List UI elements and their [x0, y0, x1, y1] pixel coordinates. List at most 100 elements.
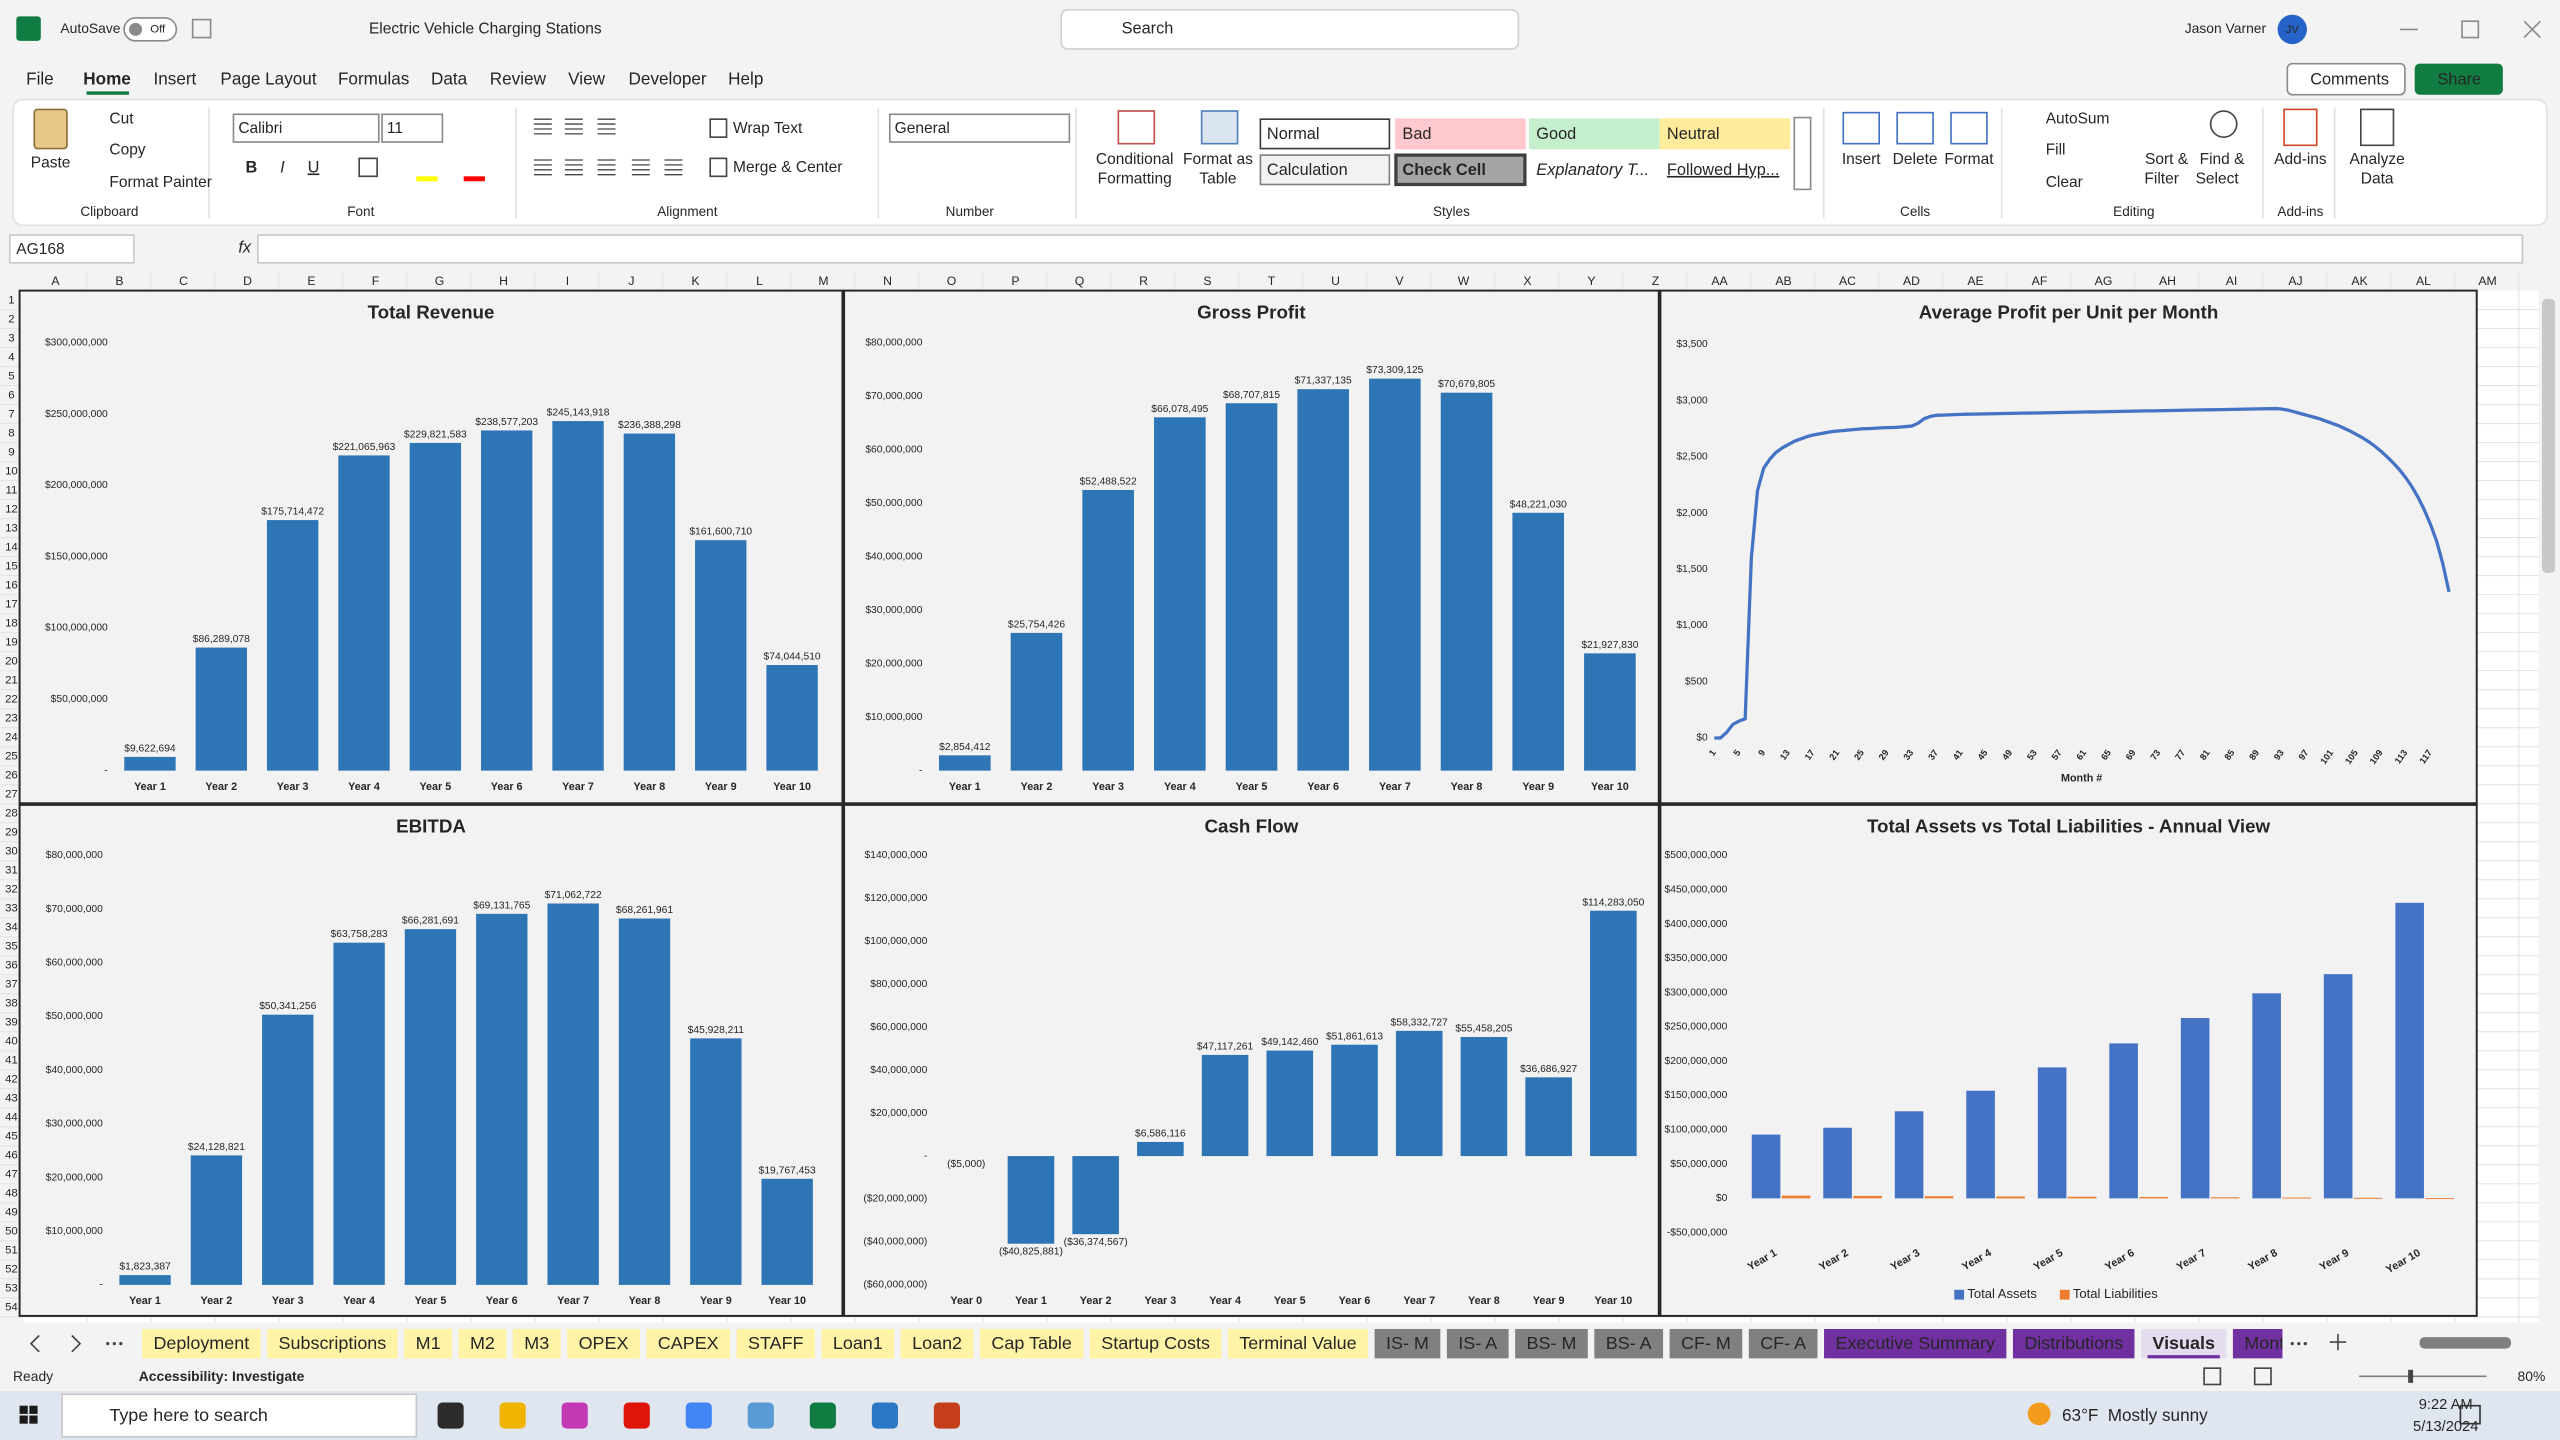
sort-label[interactable]: Filter	[2144, 171, 2178, 188]
analyze-icon[interactable]	[2360, 108, 2395, 147]
tab-next[interactable]	[71, 1334, 82, 1353]
sheet-tab-label[interactable]: IS- A	[1458, 1333, 1497, 1353]
search-box[interactable]	[1060, 8, 1520, 50]
cell-style[interactable]	[1259, 154, 1391, 186]
sheet-tab[interactable]	[567, 1328, 640, 1359]
cell-style-label[interactable]: Followed Hyp...	[1667, 161, 1779, 179]
accessibility-status[interactable]: Accessibility: Investigate	[139, 1368, 305, 1384]
sheet-tab[interactable]	[1824, 1328, 2007, 1359]
cell-style[interactable]	[1528, 118, 1660, 150]
addins-icon[interactable]	[2283, 108, 2318, 147]
sheet-tab-label[interactable]: Loan1	[833, 1333, 883, 1353]
menu-item[interactable]: Help	[728, 69, 763, 89]
share-button[interactable]	[2414, 63, 2503, 95]
sheet-tab[interactable]	[2012, 1328, 2135, 1359]
analyze-label[interactable]: Data	[2361, 171, 2394, 188]
sheet-tab[interactable]	[267, 1328, 398, 1359]
start-button[interactable]	[19, 1405, 28, 1414]
taskbar-app[interactable]	[809, 1402, 836, 1429]
conditional-icon[interactable]	[1117, 110, 1156, 145]
cell-style[interactable]	[1659, 154, 1791, 186]
taskbar-search-text[interactable]: Type here to search	[109, 1405, 268, 1425]
autosum-icon-label[interactable]: AutoSum	[2046, 110, 2110, 127]
menu-item[interactable]: File	[26, 69, 54, 89]
zoom-level[interactable]: 80%	[2518, 1368, 2546, 1384]
styles-scroll[interactable]	[1793, 116, 1812, 191]
sheet-tab-label[interactable]: OPEX	[579, 1333, 629, 1353]
name-box[interactable]	[8, 234, 135, 264]
taskbar-app[interactable]	[747, 1402, 774, 1429]
cells-button[interactable]: Delete	[1893, 151, 1938, 168]
sheet-tab-label[interactable]: CF- A	[1760, 1333, 1806, 1353]
taskbar-app[interactable]	[685, 1402, 712, 1429]
taskbar-app[interactable]	[561, 1402, 588, 1429]
sheet-tab-label[interactable]: IS- M	[1386, 1333, 1429, 1353]
addins-button[interactable]: Add-ins	[2274, 151, 2327, 168]
paste-label[interactable]: Paste	[31, 154, 71, 171]
sheet-tab[interactable]	[646, 1328, 731, 1359]
sheet-tab-label[interactable]: M1	[416, 1333, 441, 1353]
font-style-button[interactable]: B	[246, 158, 258, 176]
sheet-tab-label[interactable]: CAPEX	[658, 1333, 719, 1353]
sheet-tab-label[interactable]: Cap Table	[991, 1333, 1071, 1353]
font-style-button[interactable]: I	[280, 158, 285, 176]
sheet-tab-label[interactable]: BS- A	[1606, 1333, 1652, 1353]
taskbar-app[interactable]	[933, 1402, 960, 1429]
cells-button[interactable]: Insert	[1842, 151, 1881, 168]
sheet-tab[interactable]	[404, 1328, 453, 1359]
cell-style-label[interactable]: Explanatory T...	[1536, 161, 1649, 179]
sheet-tab[interactable]	[736, 1328, 815, 1359]
cell-style[interactable]	[1395, 118, 1526, 150]
sheet-tab-label[interactable]: Subscriptions	[279, 1333, 387, 1353]
cells-button[interactable]: Format	[1944, 151, 1994, 168]
sheet-tab-label[interactable]: STAFF	[748, 1333, 804, 1353]
sheet-tab[interactable]	[1374, 1328, 1441, 1359]
font-color-bar[interactable]	[463, 176, 485, 182]
merge-label[interactable]: Merge & Center	[733, 159, 842, 176]
number-format-box[interactable]	[888, 113, 1071, 143]
cell-style-label[interactable]: Neutral	[1667, 125, 1720, 143]
format-table-label[interactable]: Table	[1199, 171, 1236, 188]
scroll-thumb[interactable]	[2542, 298, 2556, 574]
sheet-tab[interactable]	[458, 1328, 507, 1359]
taskbar-search[interactable]	[61, 1393, 418, 1438]
menu-item[interactable]: Formulas	[338, 69, 409, 89]
sheet-tab[interactable]	[1748, 1328, 1818, 1359]
sheet-tab[interactable]	[2141, 1328, 2227, 1359]
number-format[interactable]: General	[895, 120, 950, 137]
font-size[interactable]: 11	[387, 120, 403, 137]
sheet-tab[interactable]	[900, 1328, 974, 1359]
sheet-tab[interactable]	[1594, 1328, 1664, 1359]
sheet-tab-label[interactable]: Distributions	[2024, 1333, 2123, 1353]
menu-item[interactable]: Insert	[153, 69, 196, 89]
sheet-tab-label[interactable]: Month	[2244, 1333, 2294, 1353]
font-name-box[interactable]	[232, 113, 380, 143]
notification-icon[interactable]	[2459, 1404, 2481, 1425]
taskbar-app[interactable]	[871, 1402, 898, 1429]
sheet-tab[interactable]	[1515, 1328, 1588, 1359]
conditional-label[interactable]: Formatting	[1098, 171, 1172, 188]
cell-style-label[interactable]: Normal	[1267, 125, 1320, 143]
menu-item[interactable]: Developer	[629, 69, 707, 89]
sheet-tab-label[interactable]: Startup Costs	[1101, 1333, 1210, 1353]
menu-item[interactable]: Home	[83, 69, 131, 89]
conditional-label[interactable]: Conditional	[1096, 151, 1174, 168]
sheet-tab[interactable]	[142, 1328, 261, 1359]
cell-style-label[interactable]: Check Cell	[1402, 161, 1485, 179]
menu-item[interactable]: View	[568, 69, 605, 89]
format-table-label[interactable]: Format as	[1183, 151, 1253, 168]
cell-style[interactable]	[1659, 118, 1791, 150]
menu-item[interactable]: Review	[490, 69, 547, 89]
sheet-tab[interactable]	[821, 1328, 895, 1359]
cell-style-label[interactable]: Bad	[1402, 125, 1431, 143]
cell-style[interactable]	[1394, 153, 1527, 187]
wrap-text-label[interactable]: Wrap Text	[733, 120, 803, 137]
fill-color-bar[interactable]	[416, 176, 438, 182]
sheet-tab[interactable]	[512, 1328, 561, 1359]
sheet-tab-label[interactable]: M2	[470, 1333, 495, 1353]
sheet-tab-label[interactable]: Terminal Value	[1239, 1333, 1356, 1353]
sheet-tab-label[interactable]: BS- M	[1527, 1333, 1577, 1353]
fill-label[interactable]: Fill	[2046, 141, 2066, 158]
font-style-button[interactable]: U	[308, 158, 320, 176]
paste-icon[interactable]	[33, 108, 68, 150]
